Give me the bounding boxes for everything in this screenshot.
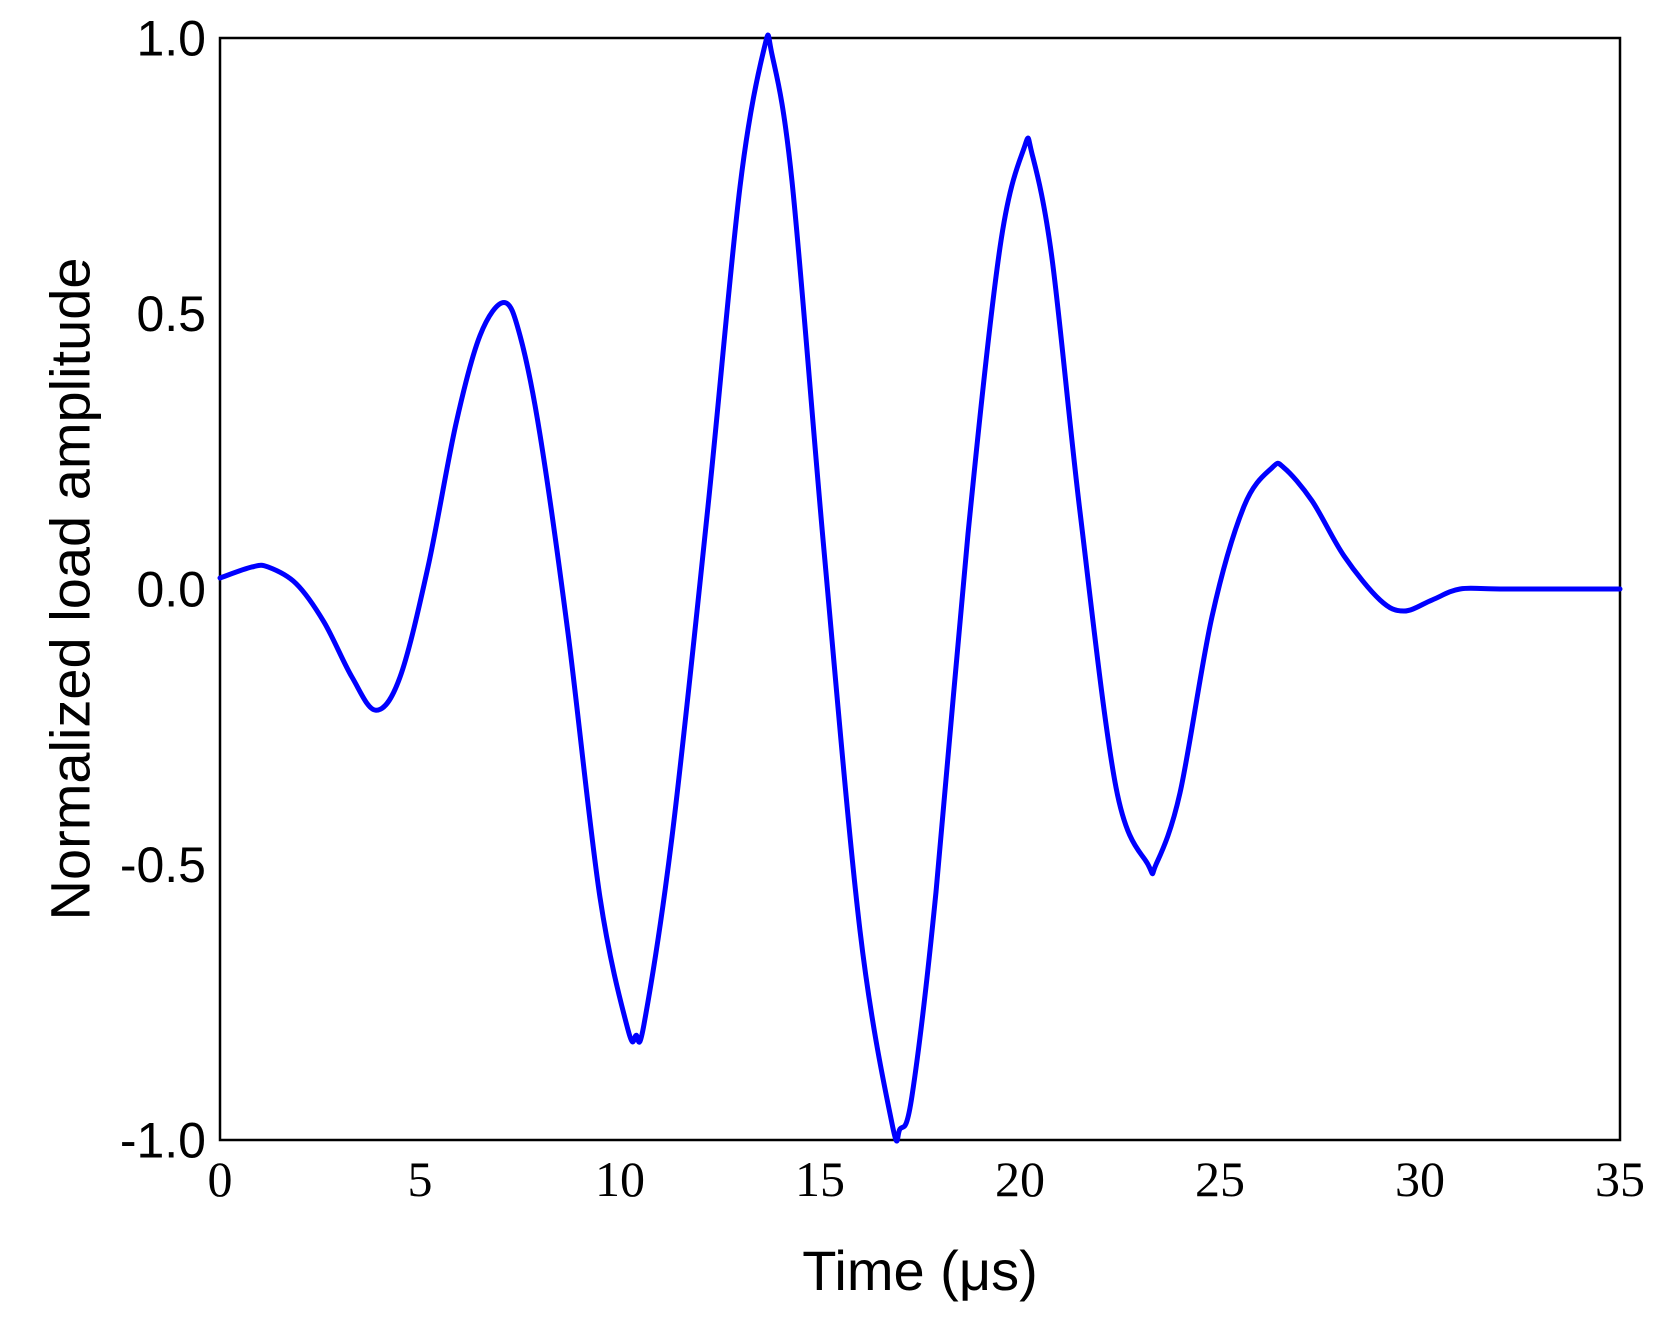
x-tick-label: 30 [1395,1151,1445,1207]
plot-frame [218,36,1622,1142]
series-layer [217,32,1623,1144]
x-tick-labels: 0 5 10 15 20 25 30 35 [208,1151,1646,1207]
y-tick-label: -0.5 [120,837,206,893]
x-tick-label: 25 [1195,1151,1245,1207]
x-tick-label: 0 [208,1151,233,1207]
x-tick-label: 15 [795,1151,845,1207]
series-line-0 [217,32,1623,1144]
y-tick-label: 0.0 [136,562,206,618]
y-tick-labels: 1.0 0.5 0.0 -0.5 -1.0 [120,11,206,1169]
x-tick-label: 5 [408,1151,433,1207]
x-axis-title: Time (μs) [802,1239,1037,1302]
x-tick-label: 35 [1595,1151,1645,1207]
y-axis-title: Normalized load amplitude [39,257,102,920]
x-tick-label: 20 [995,1151,1045,1207]
x-tick-label: 10 [595,1151,645,1207]
y-tick-label: 1.0 [136,11,206,67]
y-tick-label: 0.5 [136,286,206,342]
y-tick-label: -1.0 [120,1113,206,1169]
